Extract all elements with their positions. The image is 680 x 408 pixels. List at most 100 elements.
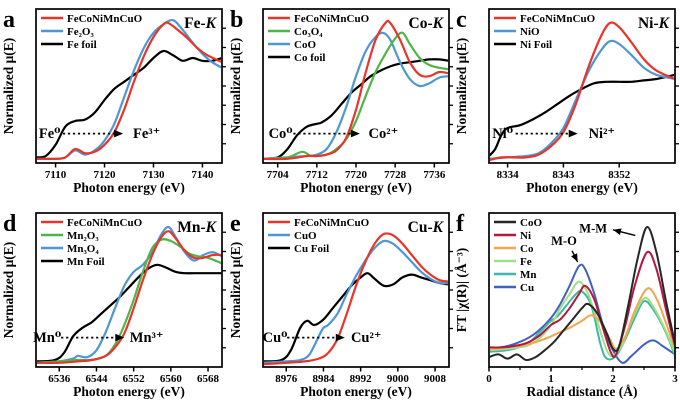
legend-label-FeCoNiMnCuO: FeCoNiMnCuO xyxy=(294,13,370,25)
annotation-to: Ni²⁺ xyxy=(589,126,616,142)
panel-letter: c xyxy=(456,7,467,33)
x-tick-label: 1 xyxy=(548,373,554,385)
legend-label-CuO: CuO xyxy=(294,230,317,242)
y-axis-label: Normalized μ(E) xyxy=(1,242,16,339)
panel-f-chart: 0 1 2 3 Radial distance (Å) FT |χ(R)| (Å⁻³) Co… xyxy=(454,211,679,399)
y-axis-label: FT |χ(R)| (Å⁻³) xyxy=(454,248,469,333)
x-tick-label: 7728 xyxy=(384,169,407,181)
arrowhead xyxy=(350,129,360,138)
panel-letter: b xyxy=(230,7,243,33)
x-tick-label: 7736 xyxy=(423,169,446,181)
curve-NiO xyxy=(489,39,675,160)
annotation-to: Mn³⁺ xyxy=(130,330,164,346)
legend-label-FeCoNiMnCuO: FeCoNiMnCuO xyxy=(294,217,370,229)
curve-Ni xyxy=(489,250,675,359)
x-tick-label: 7120 xyxy=(94,169,117,181)
curve-Fe₂O₃ xyxy=(36,18,222,160)
panel-letter: d xyxy=(3,211,17,237)
x-tick-label: 9008 xyxy=(424,373,447,385)
curve-Cu Foil xyxy=(263,272,449,363)
x-tick-label: 2 xyxy=(610,373,616,385)
arrowhead xyxy=(571,253,578,262)
arrowhead xyxy=(115,333,125,342)
legend-label-Cu Foil: Cu Foil xyxy=(294,243,329,255)
x-tick-label: 7704 xyxy=(267,169,290,181)
arrowhead xyxy=(613,228,622,235)
edge-label: Cu-K xyxy=(408,219,445,236)
legend-label-Co₃O₄: Co₃O₄ xyxy=(294,26,323,38)
curve-CuO xyxy=(263,239,449,364)
curve-CoO xyxy=(489,226,675,362)
panel-d-chart: 6536 6544 6552 6560 6568 Photon energy (eV) No… xyxy=(1,211,226,399)
panel-b: 7704 7712 7720 7728 7736 Photon energy (eV) No… xyxy=(227,0,453,204)
arrowhead xyxy=(568,129,578,138)
curve-FeCoNiMnCuO xyxy=(263,232,449,366)
legend-label-CoO: CoO xyxy=(520,217,542,229)
annotation-to: Cu²⁺ xyxy=(351,330,382,346)
annotation-from: Co⁰ xyxy=(269,126,293,142)
curves xyxy=(489,226,675,364)
x-tick-label: 8352 xyxy=(608,169,631,181)
x-tick-label: 6544 xyxy=(85,373,108,385)
legend-label-FeCoNiMnCuO: FeCoNiMnCuO xyxy=(67,13,143,25)
legend-label-Mn Foil: Mn Foil xyxy=(67,256,105,268)
legend-label-FeCoNiMnCuO: FeCoNiMnCuO xyxy=(520,13,596,25)
annotation-to: Co²⁺ xyxy=(369,126,399,142)
x-tick-label: 8343 xyxy=(552,169,575,181)
y-axis-label: Normalized μ(E) xyxy=(228,242,243,339)
x-tick-label: 7712 xyxy=(306,169,329,181)
curve-Co foil xyxy=(263,58,449,160)
annotation-to: Fe³⁺ xyxy=(133,126,160,142)
x-tick-label: 8992 xyxy=(350,373,373,385)
annotation-from: Mn⁰ xyxy=(33,330,61,346)
x-tick-label: 7720 xyxy=(345,169,368,181)
y-axis-label: Normalized μ(E) xyxy=(1,38,16,135)
y-axis-label: Normalized μ(E) xyxy=(454,38,469,135)
curve-Mn Foil xyxy=(36,263,222,363)
curve-Mn xyxy=(489,289,675,361)
curves xyxy=(263,232,449,366)
edge-label: Co-K xyxy=(409,15,445,32)
x-tick-label: 6568 xyxy=(197,373,220,385)
x-axis-label: Photon energy (eV) xyxy=(300,180,412,195)
panel-a-chart: 7110 7120 7130 7140 Photon energy (eV) Normal… xyxy=(1,7,226,195)
annotation-M-M: M-M xyxy=(579,221,607,235)
x-tick-label: 6536 xyxy=(48,373,71,385)
arrowhead xyxy=(335,333,345,342)
legend-label-Mn₂O₃: Mn₂O₃ xyxy=(67,230,99,242)
x-tick-label: 8976 xyxy=(275,373,298,385)
x-axis-label: Photon energy (eV) xyxy=(526,180,638,195)
annotation-from: Cu⁰ xyxy=(263,330,288,346)
x-tick-label: 8334 xyxy=(497,169,519,181)
panel-c: 8334 8343 8352 Photon energy (eV) Normalized… xyxy=(453,0,680,204)
panel-b-chart: 7704 7712 7720 7728 7736 Photon energy (eV) No… xyxy=(228,7,453,195)
x-tick-label: 7140 xyxy=(191,169,214,181)
arrowhead xyxy=(114,129,124,138)
edge-label: Mn-K xyxy=(177,219,217,236)
panel-letter: e xyxy=(230,211,241,237)
x-tick-label: 0 xyxy=(486,373,492,385)
x-tick-label: 9000 xyxy=(387,373,410,385)
panel-letter: a xyxy=(3,7,15,33)
legend-label-Fe₂O₃: Fe₂O₃ xyxy=(67,26,94,38)
curve-FeCoNiMnCuO xyxy=(36,230,222,364)
x-axis-label: Photon energy (eV) xyxy=(300,384,412,399)
x-axis-label: Radial distance (Å) xyxy=(527,384,638,399)
curve-Ni Foil xyxy=(489,73,675,157)
annotation-from: Fe⁰ xyxy=(39,126,61,142)
legend-label-FeCoNiMnCuO: FeCoNiMnCuO xyxy=(67,217,143,229)
annotation-from: Ni⁰ xyxy=(492,126,513,142)
curve-Mn₃O₄ xyxy=(36,225,222,364)
legend-label-CoO: CoO xyxy=(294,39,316,51)
x-tick-label: 6552 xyxy=(123,373,146,385)
curves xyxy=(36,225,222,364)
legend-label-NiO: NiO xyxy=(520,26,540,38)
x-tick-label: 6560 xyxy=(160,373,183,385)
panel-d: 6536 6544 6552 6560 6568 Photon energy (eV) No… xyxy=(0,204,227,408)
curves xyxy=(36,18,222,160)
legend-label-Co: Co xyxy=(520,243,534,255)
curves xyxy=(489,21,675,162)
x-tick-label: 3 xyxy=(672,373,678,385)
